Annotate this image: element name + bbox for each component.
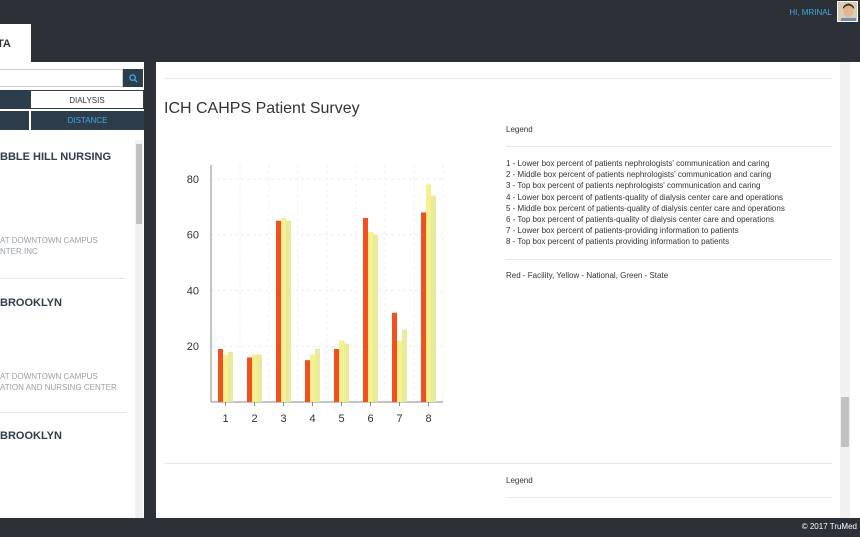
sort-filter-distance[interactable]: DISTANCE xyxy=(31,111,144,130)
copyright: © 2017 TruMed xyxy=(801,522,857,531)
bar-state-5 xyxy=(344,343,349,402)
bar-national-1 xyxy=(223,354,228,402)
bar-national-4 xyxy=(310,354,315,402)
facility-detail: AT DOWNTOWN CAMPUS xyxy=(0,236,98,245)
sidebar-scroll-thumb[interactable] xyxy=(136,144,142,224)
divider xyxy=(506,497,832,498)
x-tick-label: 7 xyxy=(396,413,402,425)
list-item[interactable]: BBLE HILL NURSING AT DOWNTOWN CAMPUS NTE… xyxy=(0,151,128,257)
bar-national-3 xyxy=(281,217,286,402)
divider xyxy=(506,146,832,147)
sidebar: DIALYSIS DISTANCE BBLE HILL NURSING AT D… xyxy=(0,62,144,518)
type-filter-dialysis[interactable]: DIALYSIS xyxy=(30,90,144,109)
x-tick-label: 3 xyxy=(280,413,286,425)
list-item[interactable]: BROOKLYN AT DOWNTOWN CAMPUS ATION AND NU… xyxy=(0,297,128,393)
bar-national-5 xyxy=(339,340,344,402)
bar-facility-1 xyxy=(218,349,223,402)
avatar[interactable] xyxy=(837,1,858,22)
sort-filter: DISTANCE xyxy=(0,111,144,130)
main-scroll-thumb[interactable] xyxy=(841,397,849,447)
bar-state-3 xyxy=(286,220,291,402)
bar-facility-8 xyxy=(421,212,426,402)
y-tick-label: 40 xyxy=(187,285,199,297)
x-tick-label: 8 xyxy=(425,413,431,425)
x-tick-label: 6 xyxy=(367,413,373,425)
divider xyxy=(164,78,832,79)
search-button[interactable] xyxy=(123,69,143,87)
legend-item: 3 - Top box percent of patients nephrolo… xyxy=(506,181,761,191)
divider xyxy=(0,278,126,279)
divider xyxy=(0,412,126,413)
bar-national-2 xyxy=(252,354,257,402)
main-scrollbar[interactable] xyxy=(840,62,850,518)
bar-facility-3 xyxy=(276,220,281,402)
footer: © 2017 TruMed xyxy=(0,518,860,537)
legend-heading-2: Legend xyxy=(506,476,533,485)
legend-heading: Legend xyxy=(506,125,533,134)
facility-detail: AT DOWNTOWN CAMPUS xyxy=(0,372,98,381)
divider xyxy=(506,259,832,260)
facility-name: BROOKLYN xyxy=(0,430,62,442)
page-title: ICH CAHPS Patient Survey xyxy=(164,100,360,117)
legend-list: 1 - Lower box percent of patients nephro… xyxy=(506,158,785,248)
user-greeting[interactable]: HI, MRINAL xyxy=(789,8,832,17)
legend-item: 7 - Lower box percent of patients-provid… xyxy=(506,226,739,236)
list-item[interactable]: BROOKLYN xyxy=(0,430,128,442)
bar-national-6 xyxy=(368,231,373,402)
nav-tab-active[interactable]: TA xyxy=(0,24,31,62)
type-filter-option-1[interactable] xyxy=(0,90,30,109)
search-icon xyxy=(128,73,138,83)
bar-national-8 xyxy=(426,184,431,402)
y-tick-label: 20 xyxy=(187,341,199,353)
divider xyxy=(164,463,832,464)
survey-panel: ICH CAHPS Patient Survey Legend 1 - Lowe… xyxy=(156,62,860,518)
bar-state-2 xyxy=(257,354,262,402)
y-tick-label: 80 xyxy=(187,174,199,186)
x-tick-label: 1 xyxy=(222,413,228,425)
legend-item: 2 - Middle box percent of patients nephr… xyxy=(506,170,772,180)
legend-item: 1 - Lower box percent of patients nephro… xyxy=(506,159,770,168)
facility-detail: ATION AND NURSING CENTER xyxy=(0,383,117,392)
x-tick-label: 2 xyxy=(251,413,257,425)
bar-chart: 20 40 60 80 1 2 3 4 5 6 7 8 xyxy=(187,165,444,425)
color-key: Red - Facility, Yellow - National, Green… xyxy=(506,271,669,280)
legend-item: 4 - Lower box percent of patients-qualit… xyxy=(506,192,784,202)
bar-national-7 xyxy=(397,340,402,402)
chart-grid xyxy=(210,165,444,403)
bar-facility-5 xyxy=(334,349,339,402)
sort-filter-option-1[interactable] xyxy=(0,111,29,130)
x-tick-label: 4 xyxy=(309,413,315,425)
bar-state-6 xyxy=(373,234,378,402)
bar-facility-6 xyxy=(363,217,368,402)
facility-name: BROOKLYN xyxy=(0,297,62,309)
chart-x-axis: 1 2 3 4 5 6 7 8 xyxy=(222,402,432,425)
type-filter: DIALYSIS xyxy=(0,90,144,109)
chart-bars xyxy=(218,184,436,402)
bar-state-4 xyxy=(315,349,320,402)
top-header: TA HI, MRINAL xyxy=(0,0,860,62)
legend-item: 8 - Top box percent of patients providin… xyxy=(506,237,730,247)
bar-facility-4 xyxy=(305,360,310,402)
legend-item: 6 - Top box percent of patients-quality … xyxy=(506,215,775,225)
bar-state-8 xyxy=(431,195,436,402)
search-input[interactable] xyxy=(0,69,123,87)
bar-state-1 xyxy=(228,351,233,402)
bar-facility-2 xyxy=(247,357,252,402)
bar-facility-7 xyxy=(392,312,397,402)
facility-name: BBLE HILL NURSING xyxy=(0,151,112,163)
chart-y-axis: 20 40 60 80 xyxy=(187,174,199,353)
x-tick-label: 5 xyxy=(338,413,344,425)
legend-item: 5 - Middle box percent of patients-quali… xyxy=(506,203,785,213)
y-tick-label: 60 xyxy=(187,230,199,242)
bar-state-7 xyxy=(402,329,407,402)
sidebar-scrollbar[interactable] xyxy=(135,140,143,518)
facility-detail: NTER INC xyxy=(0,247,38,256)
